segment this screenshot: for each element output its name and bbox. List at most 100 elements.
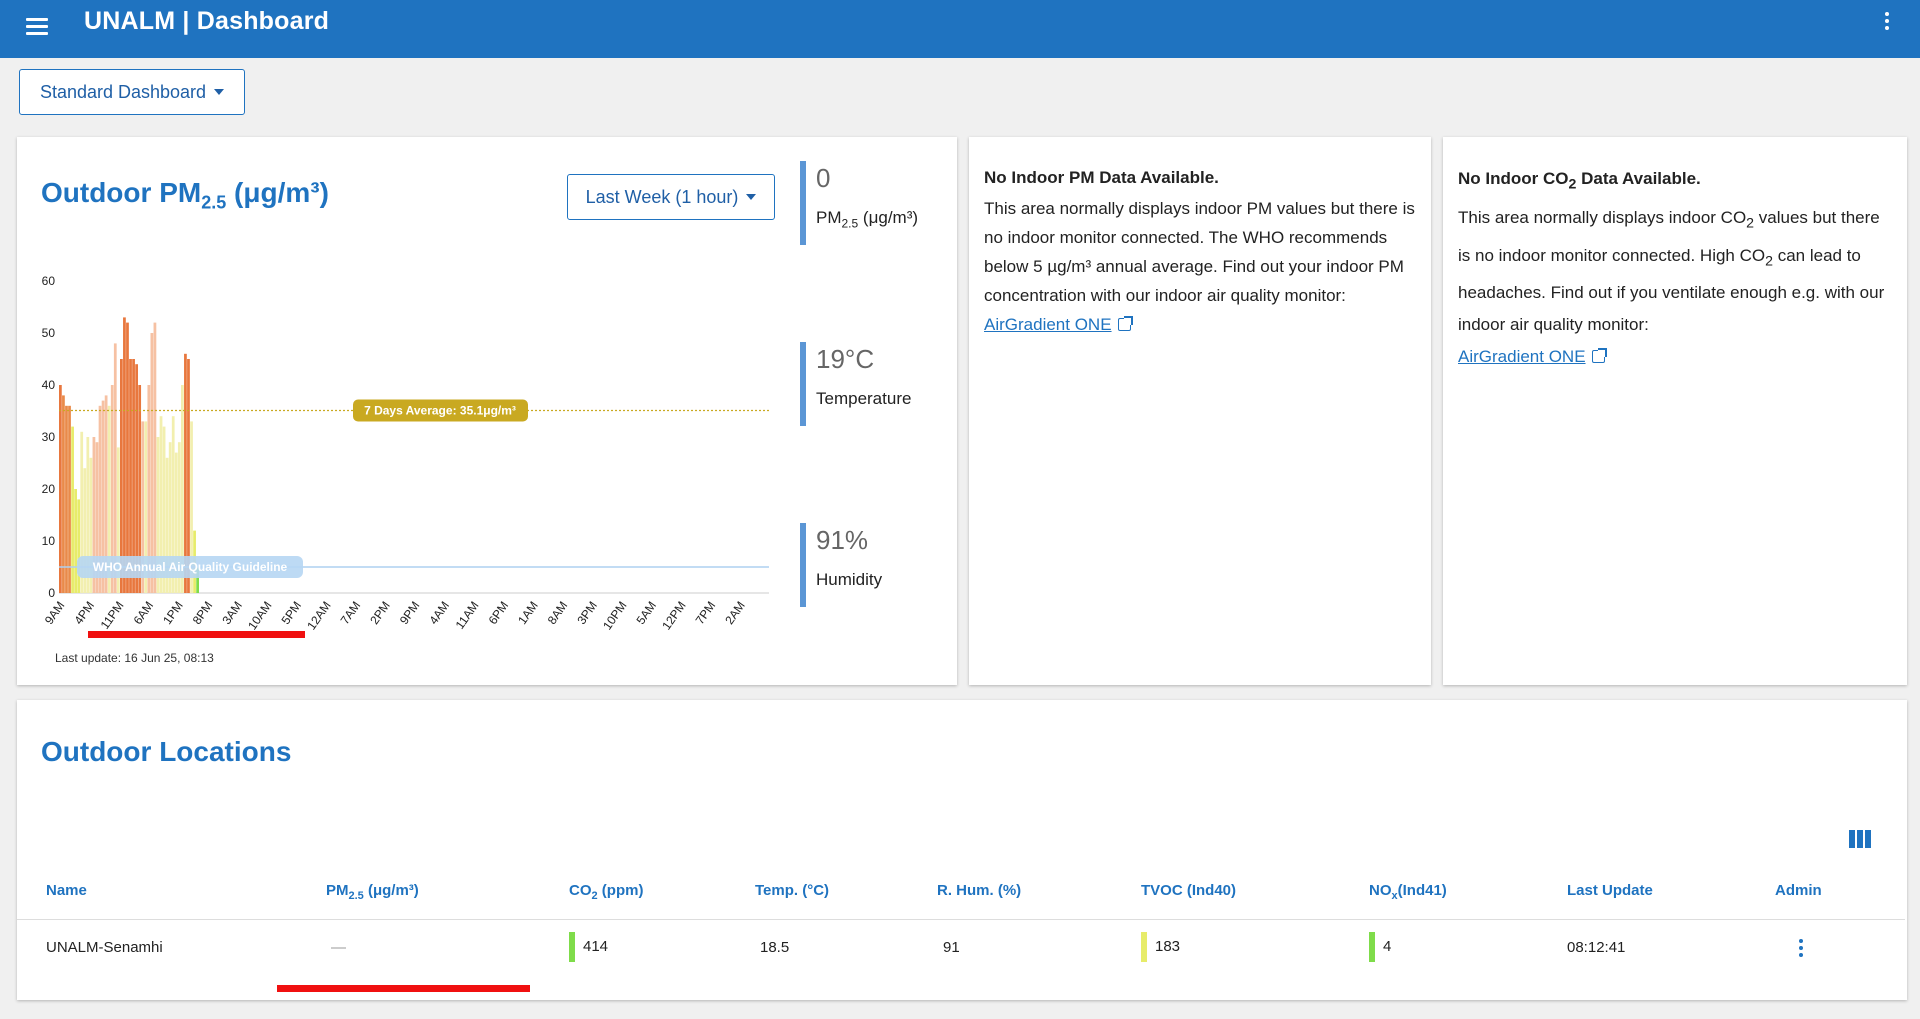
bar bbox=[159, 416, 163, 593]
bar bbox=[144, 421, 148, 593]
who-guideline-label: WHO Annual Air Quality Guideline bbox=[93, 560, 288, 574]
indoor-co2-body: This area normally displays indoor CO2 v… bbox=[1458, 208, 1885, 335]
bar bbox=[65, 405, 68, 593]
y-tick-label: 50 bbox=[42, 326, 56, 340]
x-tick-label: 6PM bbox=[486, 599, 512, 627]
bar bbox=[107, 405, 111, 593]
stat-temperature: 19°C Temperature bbox=[800, 342, 911, 426]
co2-level-indicator bbox=[569, 932, 575, 962]
bar bbox=[74, 489, 77, 593]
header-tvoc[interactable]: TVOC (Ind40) bbox=[1141, 882, 1237, 899]
stat-temperature-label: Temperature bbox=[816, 389, 912, 408]
cell-humidity: 91 bbox=[943, 939, 960, 956]
cell-nox: 4 bbox=[1369, 932, 1391, 962]
cell-name[interactable]: UNALM-Senamhi bbox=[46, 939, 163, 956]
x-tick-label: 2PM bbox=[367, 599, 393, 627]
bar bbox=[101, 400, 105, 593]
x-tick-label: 2AM bbox=[722, 599, 748, 627]
cell-co2: 414 bbox=[569, 932, 608, 962]
bar bbox=[116, 447, 120, 593]
header-nox[interactable]: NOx(Ind41) bbox=[1369, 882, 1447, 902]
bar bbox=[80, 431, 84, 593]
x-tick-label: 7AM bbox=[338, 599, 364, 627]
row-more-icon[interactable] bbox=[1794, 938, 1808, 962]
bar bbox=[150, 333, 154, 593]
stat-pm: 0 PM2.5 (μg/m³) bbox=[800, 161, 918, 245]
bar bbox=[156, 437, 160, 593]
x-tick-label: 9AM bbox=[42, 599, 68, 627]
external-link-icon bbox=[1591, 348, 1607, 364]
x-tick-label: 6AM bbox=[131, 599, 157, 627]
average-label: 7 Days Average: 35.1μg/m³ bbox=[364, 403, 516, 417]
bar bbox=[126, 322, 129, 593]
bar bbox=[113, 343, 117, 593]
bar bbox=[138, 385, 142, 593]
time-range-dropdown[interactable]: Last Week (1 hour) bbox=[567, 174, 775, 220]
header-admin: Admin bbox=[1775, 882, 1822, 899]
stat-temperature-value: 19°C bbox=[816, 344, 875, 374]
airgradient-link[interactable]: AirGradient ONE bbox=[1458, 347, 1607, 366]
bar bbox=[77, 499, 81, 593]
bar bbox=[86, 437, 90, 593]
stat-humidity-label: Humidity bbox=[816, 570, 883, 589]
bar bbox=[187, 359, 190, 593]
x-tick-label: 4PM bbox=[71, 599, 97, 627]
dashboard-selector-button[interactable]: Standard Dashboard bbox=[19, 69, 245, 115]
x-tick-label: 8PM bbox=[190, 599, 216, 627]
x-tick-label: 1AM bbox=[515, 599, 541, 627]
bar bbox=[181, 385, 184, 593]
x-tick-label: 1PM bbox=[160, 599, 186, 627]
x-tick-label: 3PM bbox=[574, 599, 600, 627]
stat-pm-value: 0 bbox=[816, 163, 831, 193]
who-guideline-box bbox=[77, 556, 303, 578]
bar bbox=[174, 452, 178, 593]
table-row[interactable]: UNALM-Senamhi — 414 18.5 91 183 4 08:12:… bbox=[17, 920, 1905, 976]
cell-pm25: — bbox=[331, 939, 346, 956]
header-temp[interactable]: Temp. (°C) bbox=[755, 882, 830, 899]
header-name[interactable]: Name bbox=[46, 882, 87, 899]
header-pm25[interactable]: PM2.5 (μg/m³) bbox=[326, 882, 419, 902]
hamburger-menu-icon[interactable] bbox=[24, 14, 50, 40]
annotation-underline bbox=[88, 631, 305, 638]
x-tick-label: 9PM bbox=[397, 599, 423, 627]
cell-last-update: 08:12:41 bbox=[1567, 939, 1626, 956]
header-humidity[interactable]: R. Hum. (%) bbox=[937, 882, 1022, 899]
indoor-co2-card: No Indoor CO2 Data Available. This area … bbox=[1443, 137, 1907, 685]
x-tick-label: 11PM bbox=[98, 599, 127, 632]
bar bbox=[184, 353, 187, 593]
bar bbox=[98, 405, 102, 593]
bar bbox=[177, 442, 181, 593]
x-tick-label: 3AM bbox=[219, 599, 245, 627]
bar bbox=[132, 359, 135, 593]
locations-title: Outdoor Locations bbox=[41, 736, 292, 767]
header-co2[interactable]: CO2 (ppm) bbox=[569, 882, 644, 902]
bar bbox=[92, 437, 96, 593]
bar bbox=[59, 385, 62, 593]
airgradient-link[interactable]: AirGradient ONE bbox=[984, 315, 1133, 334]
time-range-label: Last Week (1 hour) bbox=[585, 186, 739, 207]
external-link-icon bbox=[1117, 316, 1133, 331]
bar bbox=[135, 364, 138, 593]
indoor-pm-body: This area normally displays indoor PM va… bbox=[984, 199, 1415, 305]
header-last-update[interactable]: Last Update bbox=[1567, 882, 1653, 899]
chart-title: Outdoor PM2.5 (μg/m³) bbox=[41, 177, 329, 213]
bar bbox=[171, 416, 175, 593]
bar bbox=[95, 442, 99, 593]
bar bbox=[196, 567, 199, 593]
bar bbox=[168, 442, 172, 593]
app-title: UNALM | Dashboard bbox=[84, 7, 330, 35]
view-columns-icon[interactable] bbox=[1849, 830, 1871, 848]
bar bbox=[162, 426, 166, 593]
more-vertical-icon[interactable] bbox=[1878, 10, 1896, 34]
bar bbox=[110, 385, 114, 593]
y-tick-label: 60 bbox=[42, 274, 56, 288]
outdoor-locations-card: Outdoor Locations Name PM2.5 (μg/m³) CO2… bbox=[17, 700, 1907, 1000]
top-app-bar: UNALM | Dashboard bbox=[0, 0, 1920, 58]
bar bbox=[123, 317, 126, 593]
nox-level-indicator bbox=[1369, 932, 1375, 962]
x-tick-label: 11AM bbox=[453, 599, 482, 632]
dashboard-selector-label: Standard Dashboard bbox=[39, 81, 207, 102]
last-update-text: Last update: 16 Jun 25, 08:13 bbox=[55, 651, 214, 665]
outdoor-pm-card: Outdoor PM2.5 (μg/m³) Last Week (1 hour)… bbox=[17, 137, 957, 685]
